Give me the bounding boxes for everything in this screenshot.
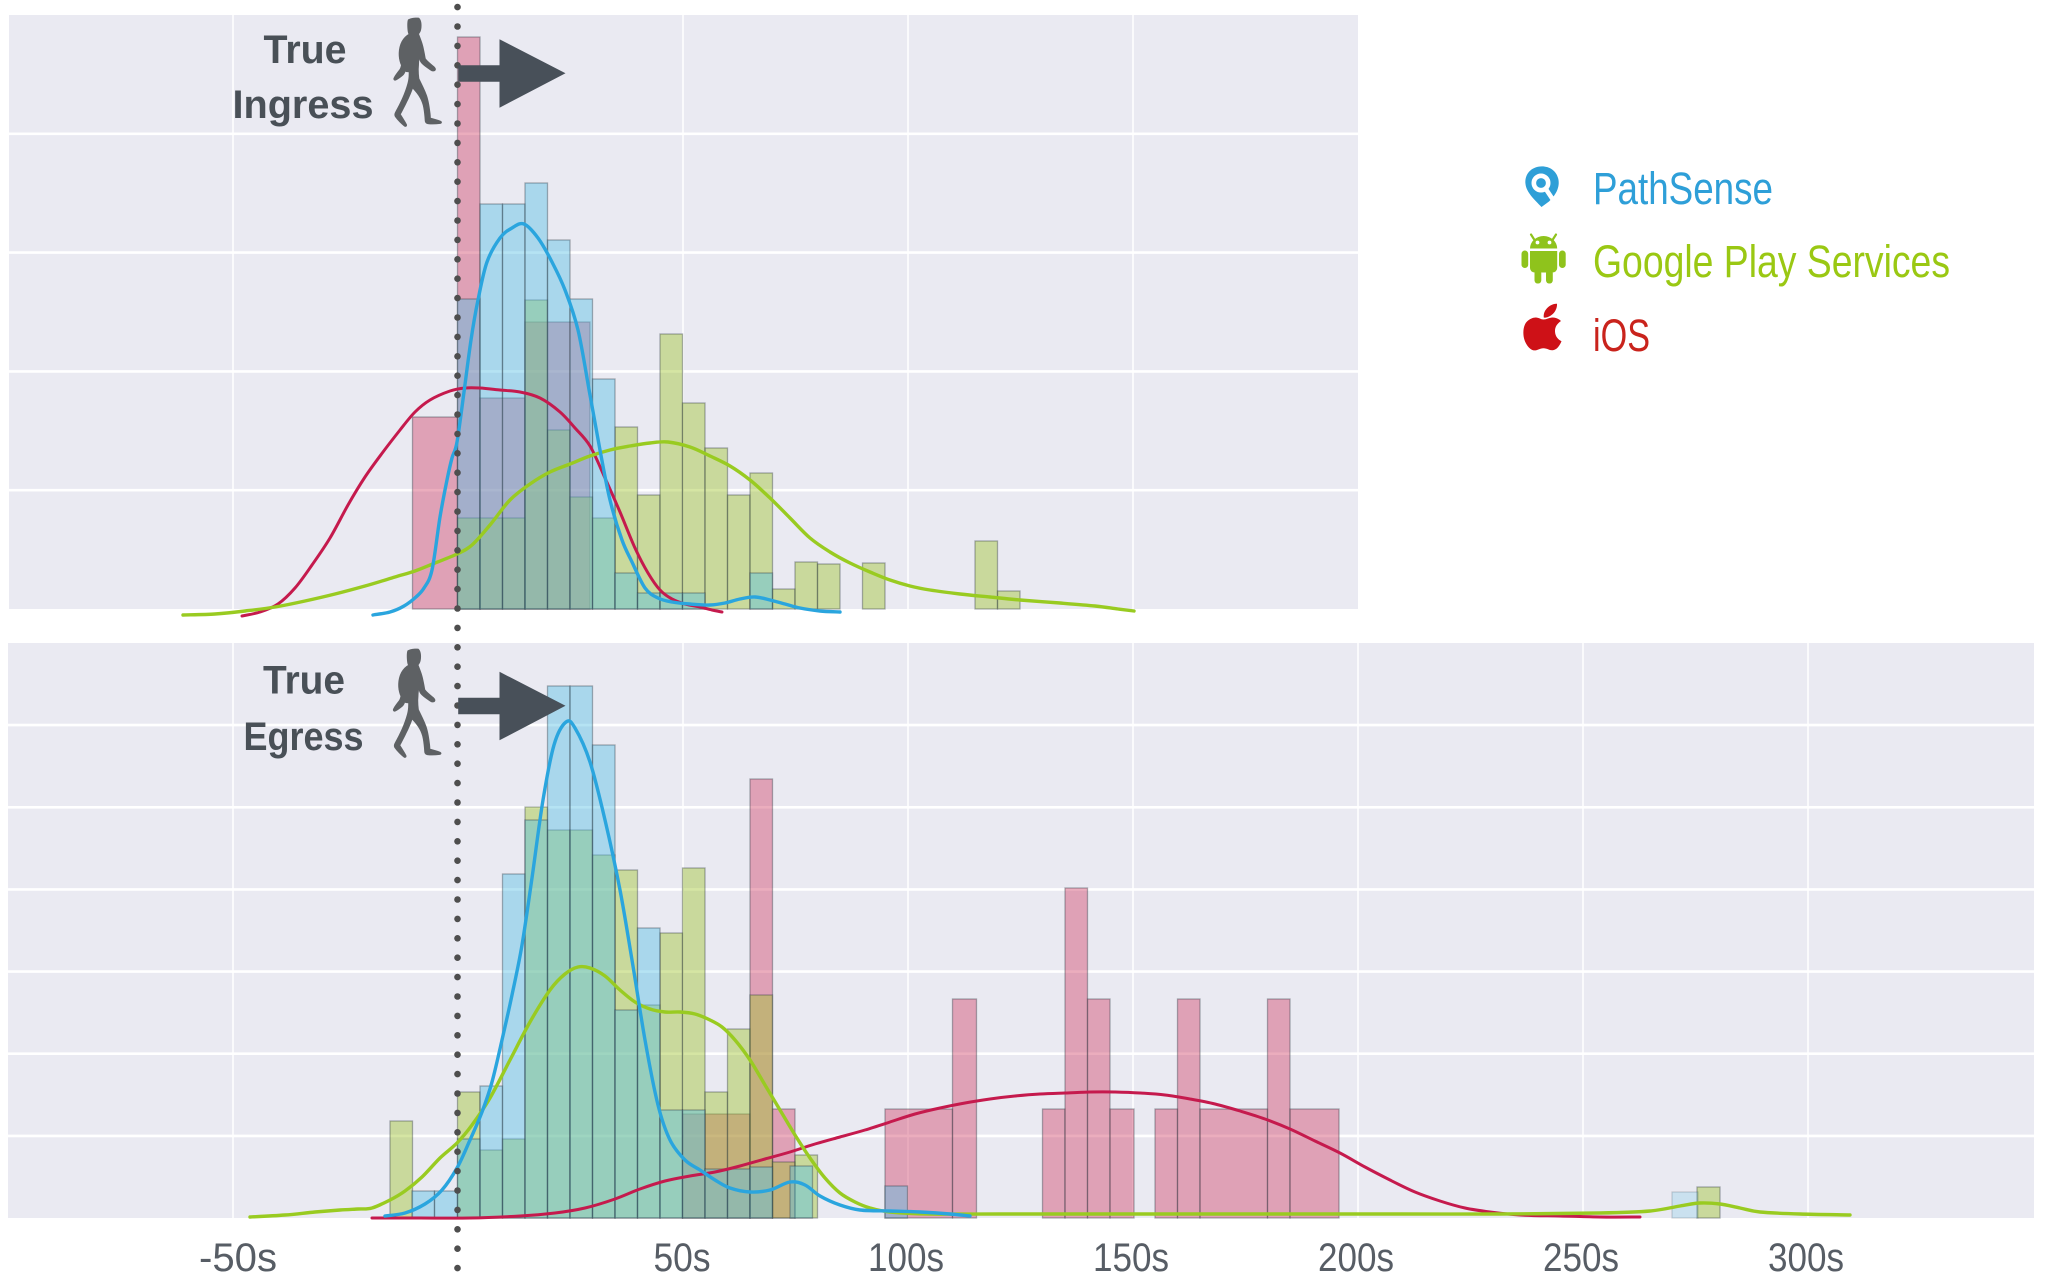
svg-text:300s: 300s bbox=[1768, 1236, 1844, 1280]
svg-text:100s: 100s bbox=[868, 1236, 944, 1280]
svg-text:50s: 50s bbox=[654, 1236, 711, 1280]
svg-text:True: True bbox=[264, 28, 347, 72]
svg-text:200s: 200s bbox=[1318, 1236, 1394, 1280]
svg-text:PathSense: PathSense bbox=[1593, 163, 1773, 214]
svg-text:250s: 250s bbox=[1543, 1236, 1619, 1280]
svg-text:Google Play Services: Google Play Services bbox=[1593, 236, 1950, 287]
svg-text:iOS: iOS bbox=[1593, 310, 1650, 361]
svg-text:Egress: Egress bbox=[244, 715, 364, 759]
svg-text:-50s: -50s bbox=[199, 1236, 277, 1280]
svg-text:Ingress: Ingress bbox=[233, 83, 374, 127]
svg-text:150s: 150s bbox=[1093, 1236, 1169, 1280]
svg-text:True: True bbox=[263, 659, 345, 703]
